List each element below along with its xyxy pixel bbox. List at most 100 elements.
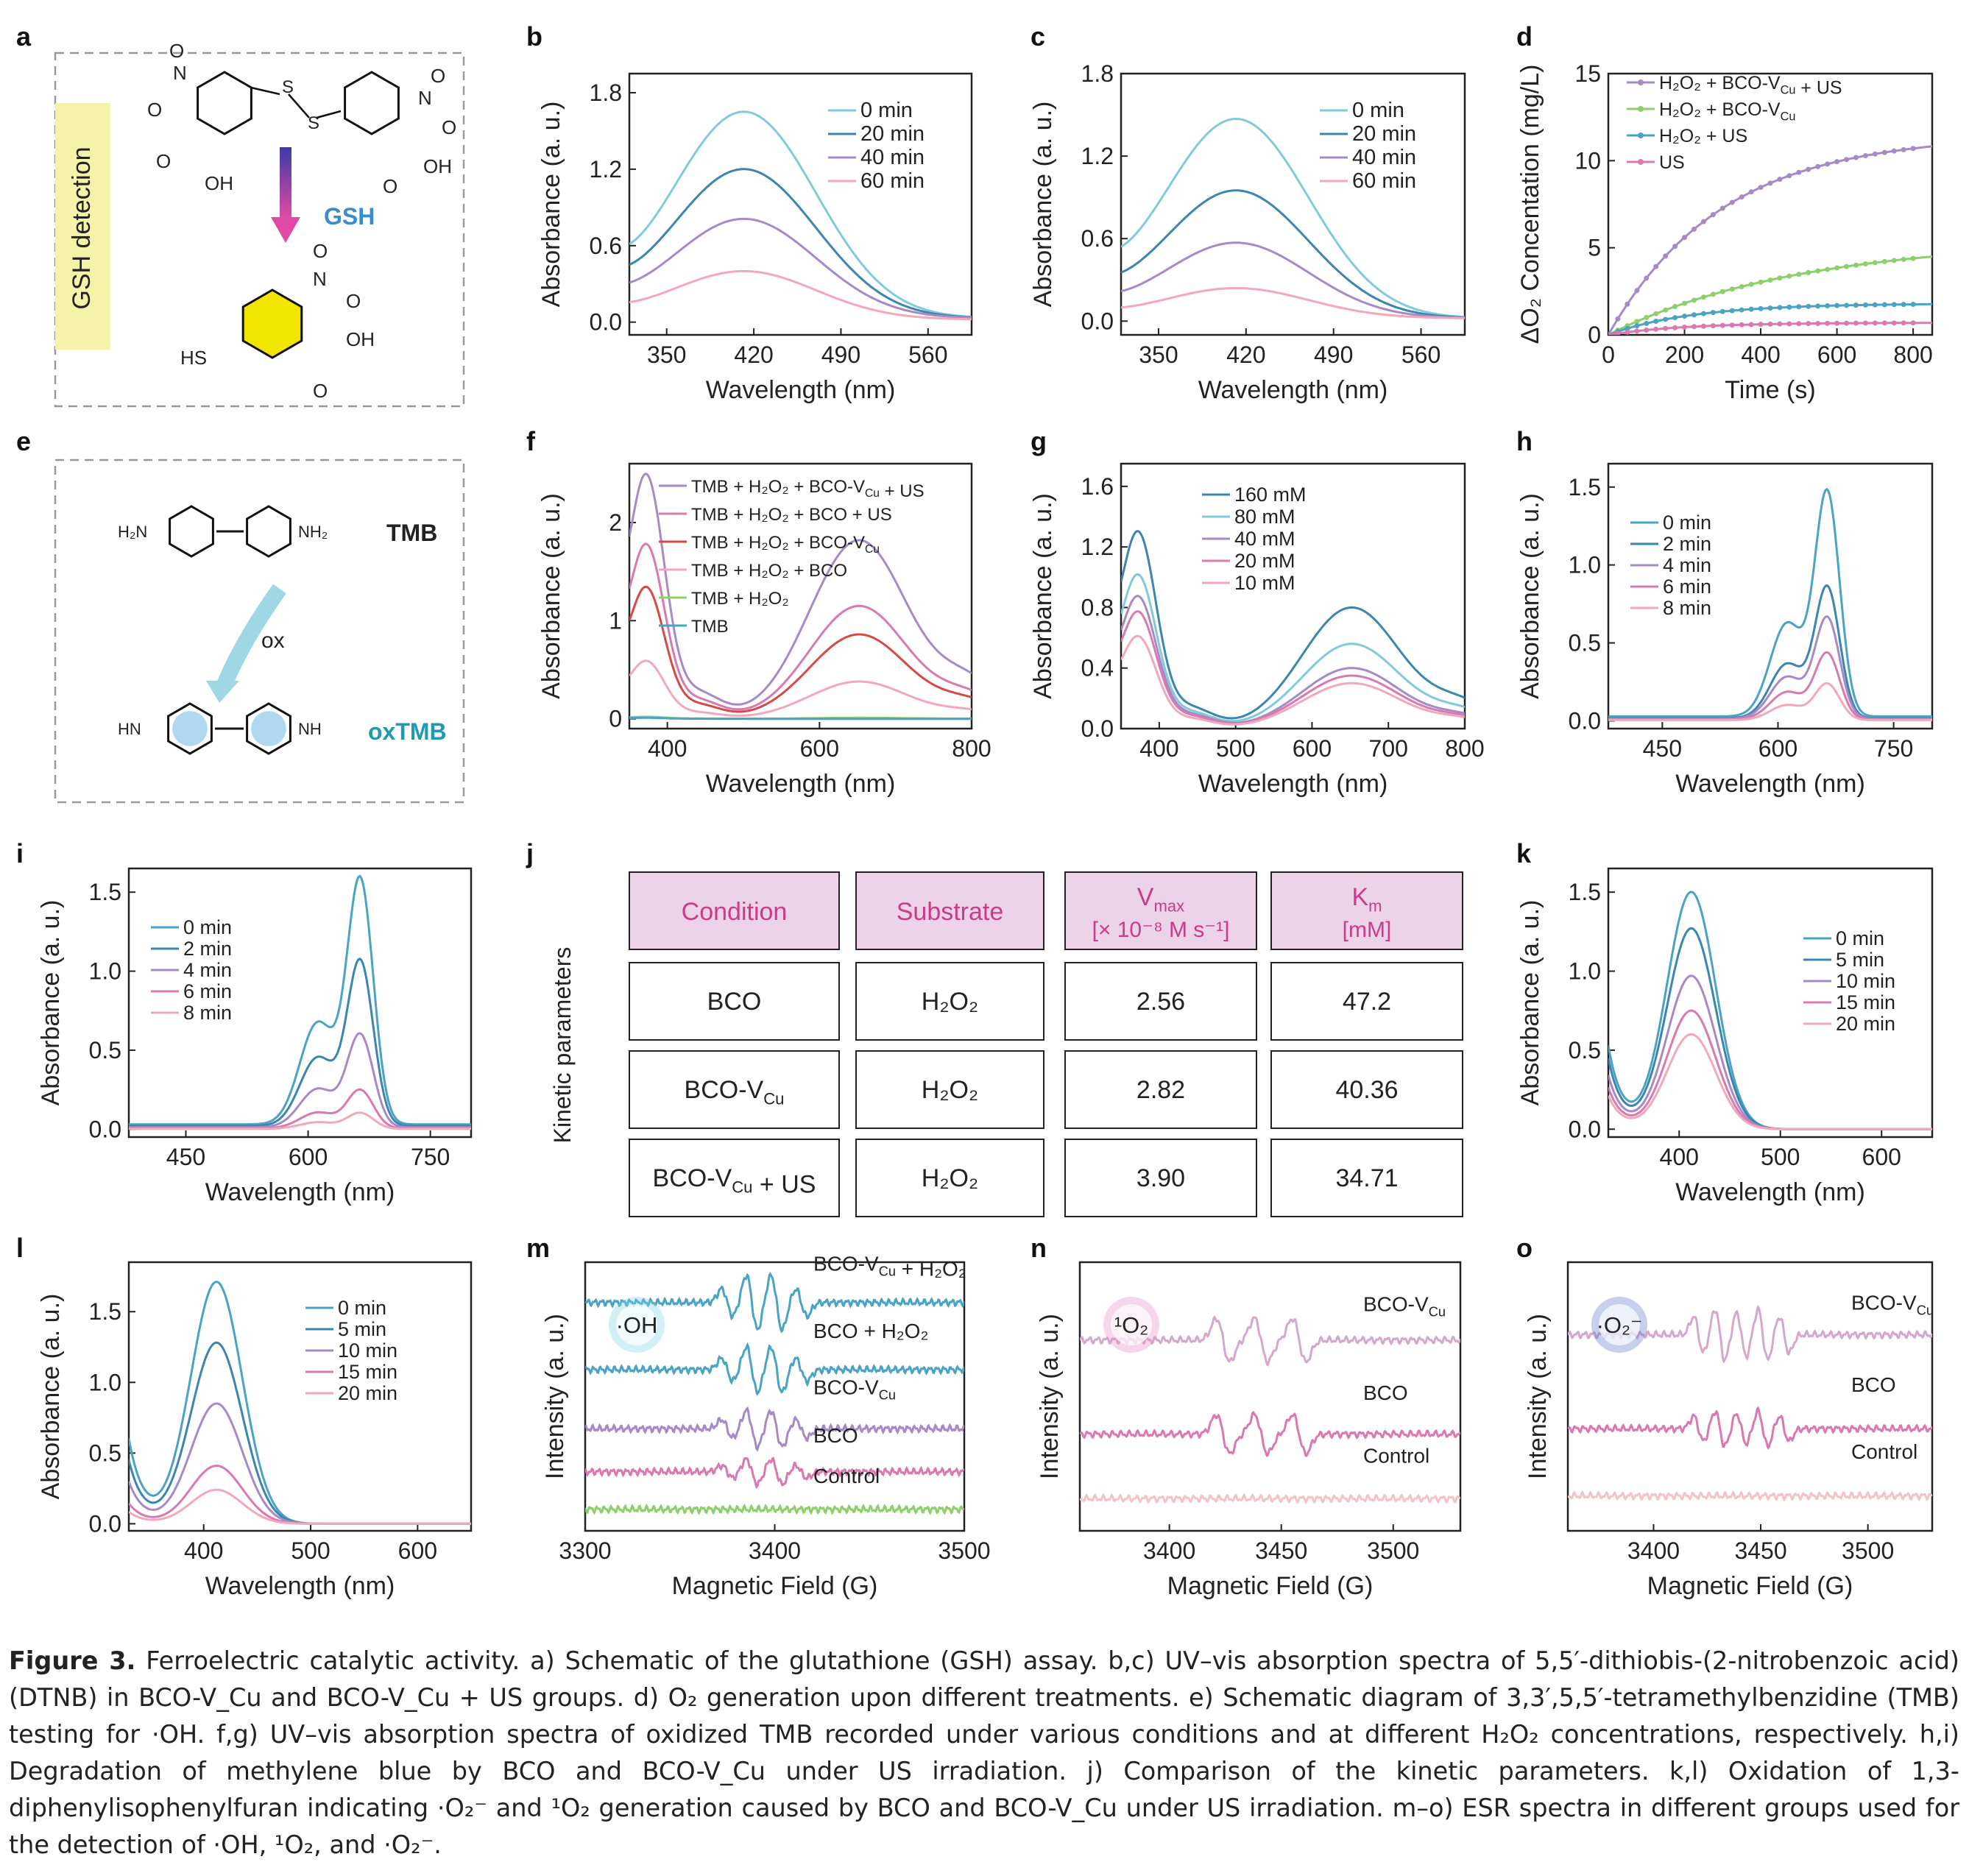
y-tick-label: 5 xyxy=(1588,235,1601,261)
x-tick-label: 600 xyxy=(1862,1144,1901,1170)
atom-o: O xyxy=(313,380,328,402)
series-marker-2 xyxy=(1891,302,1897,308)
x-axis-label: Magnetic Field (G) xyxy=(1647,1572,1853,1600)
series-line-1 xyxy=(585,1342,964,1396)
table-cell xyxy=(855,1050,1044,1129)
series-group xyxy=(629,472,972,721)
header-vmax-unit: [× 10⁻⁸ M s⁻¹] xyxy=(1092,918,1230,942)
plot-frame xyxy=(1120,462,1466,730)
series-marker-0 xyxy=(1625,301,1630,307)
x-tick-label: 600 xyxy=(398,1537,437,1564)
x-tick-label: 600 xyxy=(1817,341,1856,368)
y-tick-label: 0.5 xyxy=(1569,1037,1601,1063)
series-marker-2 xyxy=(1758,305,1764,311)
x-tick-label: 800 xyxy=(1445,735,1484,762)
x-tick-label: 3400 xyxy=(1627,1537,1680,1564)
legend-label: TMB + H₂O₂ + BCO xyxy=(691,561,847,581)
series-marker-2 xyxy=(1710,310,1716,316)
series-marker-1 xyxy=(1853,262,1859,268)
series-group xyxy=(585,1272,964,1515)
series-label: BCO xyxy=(813,1424,858,1447)
legend-label: H₂O₂ + US xyxy=(1659,126,1747,146)
panel-letter-h: h xyxy=(1516,426,1533,456)
series-marker-3 xyxy=(1710,323,1716,329)
reagent-label: GSH xyxy=(324,203,375,230)
x-tick-label: 3400 xyxy=(1143,1537,1195,1564)
label-band xyxy=(55,103,110,350)
legend-label: H₂O₂ + BCO-VCu xyxy=(1659,99,1795,123)
table-cell xyxy=(1064,1139,1257,1217)
series-marker-1 xyxy=(1825,266,1831,272)
legend-label: 15 min xyxy=(1836,991,1895,1013)
x-tick-label: 400 xyxy=(648,735,687,762)
legend-label: TMB + H₂O₂ + BCO-VCu xyxy=(691,533,880,556)
table-cell-text: BCO-VCu + US xyxy=(653,1164,816,1199)
chart-l: 400 500 600 0.0 0.5 1.0 1.5 Wavelength (nm) Abso… xyxy=(37,1261,473,1600)
panel-letter-k: k xyxy=(1516,838,1532,868)
series-marker-3 xyxy=(1881,320,1887,326)
legend-label: 4 min xyxy=(183,959,232,981)
series-marker-1 xyxy=(1644,314,1650,320)
legend-label: 4 min xyxy=(1663,554,1711,576)
table-cell xyxy=(629,1050,840,1129)
header-km-unit: [mM] xyxy=(1343,918,1392,942)
series-marker-1 xyxy=(1786,273,1792,279)
series-marker-2 xyxy=(1625,325,1630,331)
y-axis-label: Absorbance (a. u.) xyxy=(1029,102,1057,308)
badge-core xyxy=(616,1304,657,1345)
header-km: Km xyxy=(1351,883,1382,916)
legend-label: 8 min xyxy=(1663,597,1711,619)
atom-o: O xyxy=(442,116,456,138)
legend-label: 60 min xyxy=(860,169,925,193)
series-marker-1 xyxy=(1758,279,1764,285)
y-tick-label: 1.5 xyxy=(89,879,121,905)
atom-o: O xyxy=(169,40,184,62)
arrow-shaft xyxy=(280,147,291,217)
series-marker-3 xyxy=(1901,320,1906,326)
chart-n: 3400 3450 3500 Magnetic Field (G) Intensity … xyxy=(1036,1261,1462,1600)
group-nh: NH xyxy=(298,720,322,738)
series-label: BCO-VCu xyxy=(1851,1291,1934,1317)
plot-frame xyxy=(1607,72,1934,336)
atom-o: O xyxy=(313,240,328,262)
series-marker-0 xyxy=(1901,146,1906,152)
plot-frame xyxy=(628,72,973,336)
series-marker-1 xyxy=(1777,275,1783,281)
x-tick-label: 3500 xyxy=(938,1537,990,1564)
series-marker-3 xyxy=(1608,332,1611,335)
series-line-1 xyxy=(1080,1411,1460,1458)
series-marker-2 xyxy=(1853,302,1859,308)
series-line-1 xyxy=(629,542,972,711)
series-marker-3 xyxy=(1653,326,1659,332)
series-line-3 xyxy=(629,659,972,717)
table-cell-text: H₂O₂ xyxy=(922,1076,978,1104)
series-marker-3 xyxy=(1758,322,1764,328)
group-nh2: NH₂ xyxy=(298,523,328,541)
panel-letter-m: m xyxy=(526,1233,550,1263)
x-tick-label: 3450 xyxy=(1255,1537,1307,1564)
series-marker-0 xyxy=(1891,148,1897,154)
series-group xyxy=(1121,117,1465,319)
series-marker-1 xyxy=(1815,268,1821,274)
y-axis-label: Absorbance (a. u.) xyxy=(537,102,565,308)
series-marker-0 xyxy=(1862,153,1868,159)
table-cell-text: BCO-VCu xyxy=(685,1076,785,1108)
panel-letter-f: f xyxy=(526,426,536,456)
series-line-4 xyxy=(1121,634,1465,726)
series-line-0 xyxy=(1608,487,1932,718)
series-line-4 xyxy=(1608,1033,1932,1130)
plot-frame xyxy=(127,867,473,1139)
series-line-0 xyxy=(629,472,972,706)
series-marker-1 xyxy=(1634,319,1640,325)
y-tick-label: 0.6 xyxy=(1081,225,1114,252)
figure-caption: Figure 3. Ferroelectric catalytic activi… xyxy=(9,1643,1959,1863)
series-marker-3 xyxy=(1834,320,1840,326)
y-axis-label: Absorbance (a. u.) xyxy=(537,493,565,699)
series-label: BCO-VCu xyxy=(813,1376,896,1402)
y-tick-label: 1.2 xyxy=(590,156,622,183)
series-marker-1 xyxy=(1739,283,1744,289)
x-tick-label: 490 xyxy=(1314,341,1353,368)
series-marker-0 xyxy=(1758,185,1764,191)
series-marker-2 xyxy=(1881,302,1887,308)
